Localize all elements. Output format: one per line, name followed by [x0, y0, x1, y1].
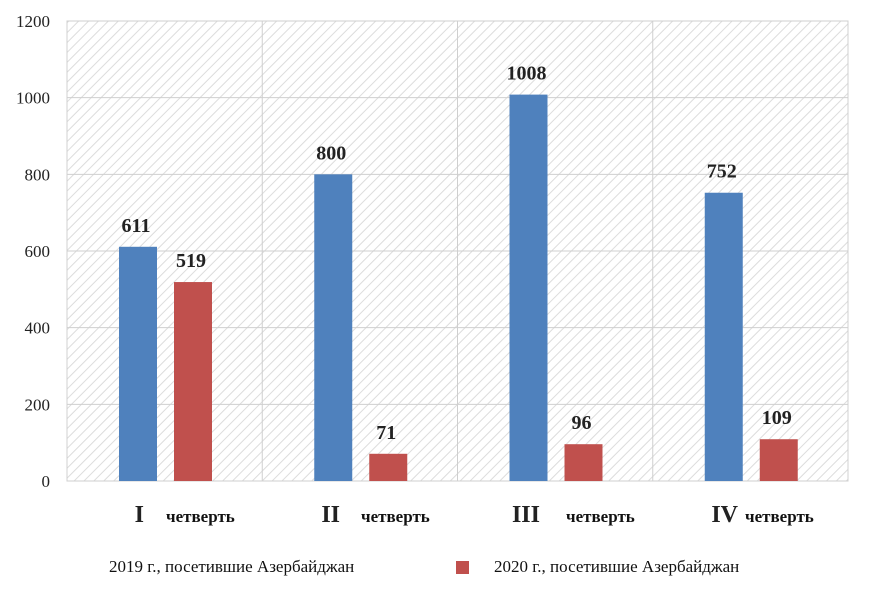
- bar-2020-3: [564, 444, 603, 481]
- bar-2019-3: [509, 94, 548, 481]
- data-label-2020-4: 109: [762, 407, 792, 429]
- y-tick-label: 800: [25, 165, 51, 184]
- legend-item-2020: 2020 г., посетившие Азербайджан: [494, 557, 739, 577]
- bar-2019-1: [119, 246, 157, 481]
- data-label-2019-1: 611: [122, 215, 151, 237]
- bar-2019-2: [314, 174, 353, 482]
- x-label-word: четверть: [166, 507, 235, 526]
- data-label-2019-3: 1008: [507, 63, 547, 85]
- x-label-word: четверть: [566, 507, 635, 526]
- bar-2020-1: [174, 282, 212, 481]
- data-label-2020-2: 71: [376, 422, 396, 444]
- y-axis: 0 200 400 600 800 1000 1200: [16, 12, 50, 491]
- data-label-2020-3: 96: [572, 412, 592, 434]
- bar-2019-4: [704, 192, 743, 481]
- bar-2020-2: [369, 453, 408, 481]
- bar-2020-4: [759, 439, 798, 481]
- y-tick-label: 600: [25, 242, 51, 261]
- x-label-numeral: IV: [711, 502, 738, 528]
- bars: [119, 94, 798, 482]
- y-tick-label: 1200: [16, 12, 50, 31]
- x-label-word: четверть: [745, 507, 814, 526]
- legend-swatch-2020: [456, 561, 469, 574]
- y-tick-label: 200: [25, 395, 51, 414]
- legend-label-2020: 2020 г., посетившие Азербайджан: [494, 557, 740, 576]
- data-labels: 611 800 1008 752 519 71 96 109: [122, 63, 792, 444]
- x-label-word: четверть: [361, 507, 430, 526]
- x-label-numeral: II: [321, 502, 340, 528]
- x-label-numeral: III: [512, 502, 540, 528]
- data-label-2019-4: 752: [707, 161, 737, 183]
- data-label-2020-1: 519: [176, 250, 206, 272]
- y-tick-label: 400: [25, 319, 51, 338]
- legend-item-2019: 2019 г., посетившие Азербайджан: [109, 557, 354, 577]
- x-label-numeral: I: [135, 502, 144, 528]
- y-tick-label: 0: [42, 472, 51, 491]
- data-label-2019-2: 800: [316, 142, 346, 164]
- legend-label-2019: 2019 г., посетившие Азербайджан: [109, 557, 355, 576]
- y-tick-label: 1000: [16, 89, 50, 108]
